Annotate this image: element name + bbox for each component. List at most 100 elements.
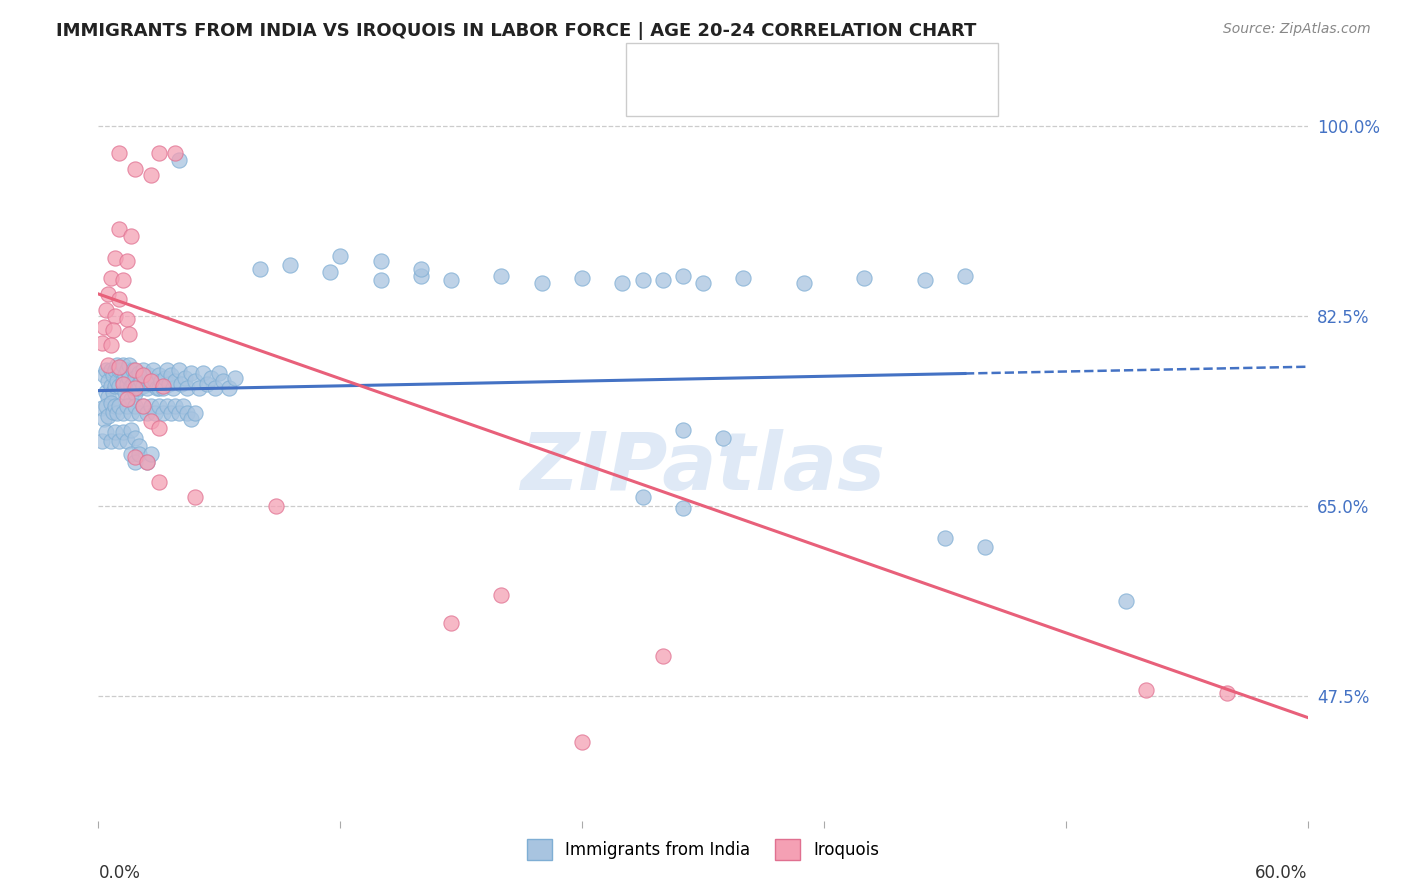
Point	[132, 399, 155, 413]
Point	[124, 450, 146, 464]
Text: IMMIGRANTS FROM INDIA VS IROQUOIS IN LABOR FORCE | AGE 20-24 CORRELATION CHART: IMMIGRANTS FROM INDIA VS IROQUOIS IN LAB…	[56, 22, 977, 40]
Point	[111, 358, 134, 372]
Point	[96, 384, 118, 399]
Point	[146, 381, 169, 395]
Point	[142, 363, 165, 377]
Point	[97, 287, 120, 301]
Point	[100, 434, 122, 448]
Point	[651, 273, 673, 287]
Point	[111, 273, 134, 287]
Point	[218, 381, 240, 395]
Text: Source: ZipAtlas.com: Source: ZipAtlas.com	[1223, 22, 1371, 37]
Point	[124, 363, 146, 377]
Point	[193, 366, 215, 380]
Point	[124, 162, 146, 177]
Point	[100, 363, 122, 377]
Point	[172, 399, 194, 413]
Point	[120, 423, 142, 437]
Point	[631, 273, 654, 287]
Point	[103, 363, 125, 377]
Point	[153, 370, 176, 384]
Point	[91, 335, 114, 350]
Point	[160, 368, 183, 383]
Point	[711, 431, 734, 445]
Point	[672, 268, 695, 283]
Point	[149, 374, 172, 388]
Point	[93, 412, 115, 426]
Point	[96, 425, 118, 439]
Point	[91, 401, 114, 415]
Text: R = -0.385   N = 35: R = -0.385 N = 35	[685, 88, 842, 103]
Point	[329, 249, 352, 263]
Point	[115, 363, 138, 377]
Point	[224, 370, 246, 384]
Point	[100, 338, 122, 352]
Point	[148, 145, 170, 160]
Point	[733, 270, 755, 285]
Point	[143, 374, 166, 388]
Point	[138, 368, 160, 383]
Point	[278, 258, 301, 272]
Point	[111, 425, 134, 439]
Point	[118, 370, 141, 384]
Point	[491, 268, 513, 283]
Point	[1135, 683, 1157, 698]
Point	[139, 168, 162, 182]
Text: R =  0.047   N = 119: R = 0.047 N = 119	[685, 56, 852, 70]
Point	[115, 434, 138, 448]
Point	[132, 368, 155, 383]
Point	[1216, 685, 1239, 699]
Point	[125, 379, 148, 393]
Point	[103, 251, 125, 265]
Point	[107, 363, 129, 377]
Point	[97, 358, 120, 372]
Text: ZIPatlas: ZIPatlas	[520, 429, 886, 508]
Point	[370, 273, 392, 287]
Point	[139, 399, 162, 413]
Point	[124, 455, 146, 469]
Point	[100, 270, 122, 285]
Point	[135, 381, 157, 395]
Point	[107, 379, 129, 393]
Point	[128, 447, 150, 461]
Point	[204, 381, 226, 395]
Point	[103, 309, 125, 323]
Point	[115, 392, 138, 407]
Point	[160, 406, 183, 420]
Point	[115, 312, 138, 326]
Point	[124, 385, 146, 400]
Point	[101, 384, 124, 399]
Point	[91, 434, 114, 448]
Point	[953, 268, 976, 283]
Point	[914, 273, 936, 287]
Point	[107, 293, 129, 307]
Point	[163, 145, 186, 160]
Point	[129, 374, 152, 388]
Legend: Immigrants from India, Iroquois: Immigrants from India, Iroquois	[520, 832, 886, 866]
Point	[135, 406, 157, 420]
Point	[167, 363, 190, 377]
Point	[105, 358, 128, 372]
Point	[139, 414, 162, 428]
Point	[180, 412, 202, 426]
Point	[96, 363, 118, 377]
Point	[132, 379, 155, 393]
Point	[124, 431, 146, 445]
Point	[93, 319, 115, 334]
Point	[148, 475, 170, 489]
Point	[97, 390, 120, 404]
Point	[139, 377, 162, 392]
Point	[184, 374, 207, 388]
Point	[148, 420, 170, 434]
Point	[370, 254, 392, 268]
Point	[571, 270, 593, 285]
Point	[672, 423, 695, 437]
Point	[128, 406, 150, 420]
Point	[120, 392, 142, 407]
Point	[128, 366, 150, 380]
Text: 0.0%: 0.0%	[98, 864, 141, 882]
Point	[121, 377, 143, 392]
Point	[111, 406, 134, 420]
Point	[101, 323, 124, 337]
Point	[188, 381, 211, 395]
